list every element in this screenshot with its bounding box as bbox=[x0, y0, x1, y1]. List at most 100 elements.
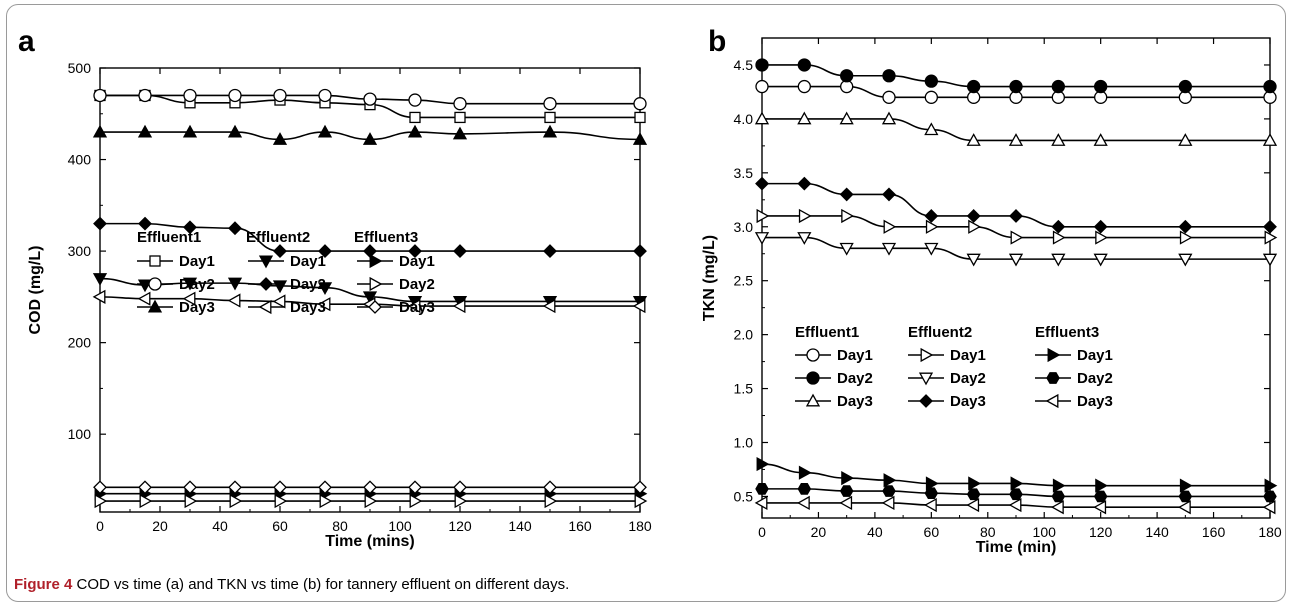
data-point bbox=[925, 476, 939, 491]
legend-label: Day2 bbox=[1077, 370, 1113, 387]
data-point bbox=[754, 111, 770, 125]
series-line bbox=[99, 296, 640, 307]
data-point bbox=[544, 111, 556, 124]
data-point bbox=[453, 244, 467, 259]
data-point bbox=[841, 470, 855, 486]
legend: Effluent1 Effluent2 Effluent3 Day1 Day2 Day3 D… bbox=[137, 229, 435, 316]
panel-letter: b bbox=[708, 25, 726, 58]
series-effluent1-day3 bbox=[754, 111, 1278, 146]
x-tick-label: 120 bbox=[1089, 524, 1113, 540]
data-point bbox=[881, 111, 897, 125]
x-tick-label: 140 bbox=[508, 518, 532, 534]
data-point bbox=[839, 187, 854, 202]
series-line bbox=[762, 236, 1270, 260]
data-point bbox=[408, 244, 422, 259]
data-point bbox=[797, 176, 812, 191]
data-point bbox=[318, 88, 332, 103]
legend-item: Day2 bbox=[795, 370, 873, 387]
data-point bbox=[1178, 253, 1193, 267]
series-line bbox=[99, 94, 640, 119]
data-point bbox=[754, 232, 770, 245]
legend-item: Day3 bbox=[248, 299, 326, 316]
data-point bbox=[1050, 500, 1064, 515]
data-point bbox=[454, 493, 468, 509]
data-point bbox=[227, 124, 243, 138]
data-point bbox=[796, 495, 810, 511]
legend-marker bbox=[368, 300, 382, 314]
data-point bbox=[925, 219, 939, 234]
data-point bbox=[841, 208, 855, 224]
data-point bbox=[364, 493, 378, 509]
data-point bbox=[137, 124, 153, 138]
data-point bbox=[183, 480, 197, 495]
data-point bbox=[317, 282, 333, 296]
x-tick-label: 40 bbox=[867, 524, 883, 540]
legend-label: Day2 bbox=[290, 276, 326, 293]
caption-label: Figure 4 bbox=[14, 576, 73, 593]
data-point bbox=[408, 480, 422, 495]
data-point bbox=[138, 480, 152, 495]
legend-item: Day2 bbox=[248, 276, 326, 293]
data-point bbox=[924, 74, 938, 88]
data-point bbox=[138, 216, 152, 231]
legend-label: Day3 bbox=[1077, 393, 1113, 410]
data-point bbox=[797, 58, 811, 72]
legend-marker bbox=[149, 255, 161, 267]
data-point bbox=[228, 480, 242, 495]
data-point bbox=[755, 176, 769, 191]
series-effluent2-day1 bbox=[756, 208, 1278, 245]
series-line bbox=[762, 502, 1270, 509]
x-tick-label: 140 bbox=[1145, 524, 1169, 540]
panel-letter: a bbox=[18, 25, 35, 58]
x-tick-label: 120 bbox=[448, 518, 472, 534]
data-point bbox=[137, 291, 151, 306]
data-point bbox=[182, 124, 198, 138]
x-tick-label: 180 bbox=[1258, 524, 1282, 540]
data-point bbox=[1093, 500, 1107, 515]
legend-marker bbox=[805, 393, 821, 407]
legend-item: Day2 bbox=[908, 370, 986, 387]
legend-group-title: Effluent2 bbox=[246, 229, 310, 246]
x-tick-label: 0 bbox=[96, 518, 104, 534]
data-point bbox=[1051, 133, 1066, 146]
x-tick-label: 60 bbox=[924, 524, 940, 540]
legend-label: Day3 bbox=[950, 393, 986, 410]
x-tick-label: 80 bbox=[980, 524, 996, 540]
data-point bbox=[797, 111, 812, 125]
legend-marker bbox=[259, 277, 273, 291]
series-line bbox=[761, 215, 1270, 239]
data-point bbox=[138, 88, 152, 103]
y-tick-label: 100 bbox=[68, 426, 92, 442]
data-point bbox=[319, 493, 333, 509]
data-point bbox=[883, 219, 897, 234]
data-point bbox=[755, 483, 769, 495]
legend-marker bbox=[1047, 347, 1061, 363]
caption-text: COD vs time (a) and TKN vs time (b) for … bbox=[72, 576, 570, 593]
data-point bbox=[543, 480, 557, 495]
legend-label: Day3 bbox=[837, 393, 873, 410]
data-point bbox=[1094, 79, 1108, 94]
data-point bbox=[274, 493, 288, 509]
series-effluent1-day1 bbox=[755, 79, 1277, 104]
data-point bbox=[839, 495, 853, 511]
legend-marker bbox=[920, 347, 934, 363]
data-point bbox=[1095, 230, 1109, 245]
x-tick-label: 20 bbox=[811, 524, 827, 540]
y-tick-label: 300 bbox=[68, 243, 92, 259]
data-point bbox=[968, 219, 982, 234]
data-point bbox=[1009, 488, 1023, 501]
legend-label: Day1 bbox=[950, 347, 986, 364]
y-tick-label: 3.0 bbox=[734, 219, 754, 235]
legend-item: Day2 bbox=[137, 276, 215, 293]
data-point bbox=[883, 473, 897, 488]
data-point bbox=[881, 242, 897, 256]
legend-label: Day2 bbox=[399, 276, 435, 293]
data-point bbox=[882, 485, 896, 497]
data-point bbox=[317, 297, 331, 312]
y-tick-label: 3.5 bbox=[734, 165, 754, 181]
data-point bbox=[454, 111, 466, 124]
legend-group-title: Effluent3 bbox=[1035, 324, 1099, 341]
legend-marker bbox=[919, 394, 933, 408]
data-point bbox=[92, 273, 108, 286]
